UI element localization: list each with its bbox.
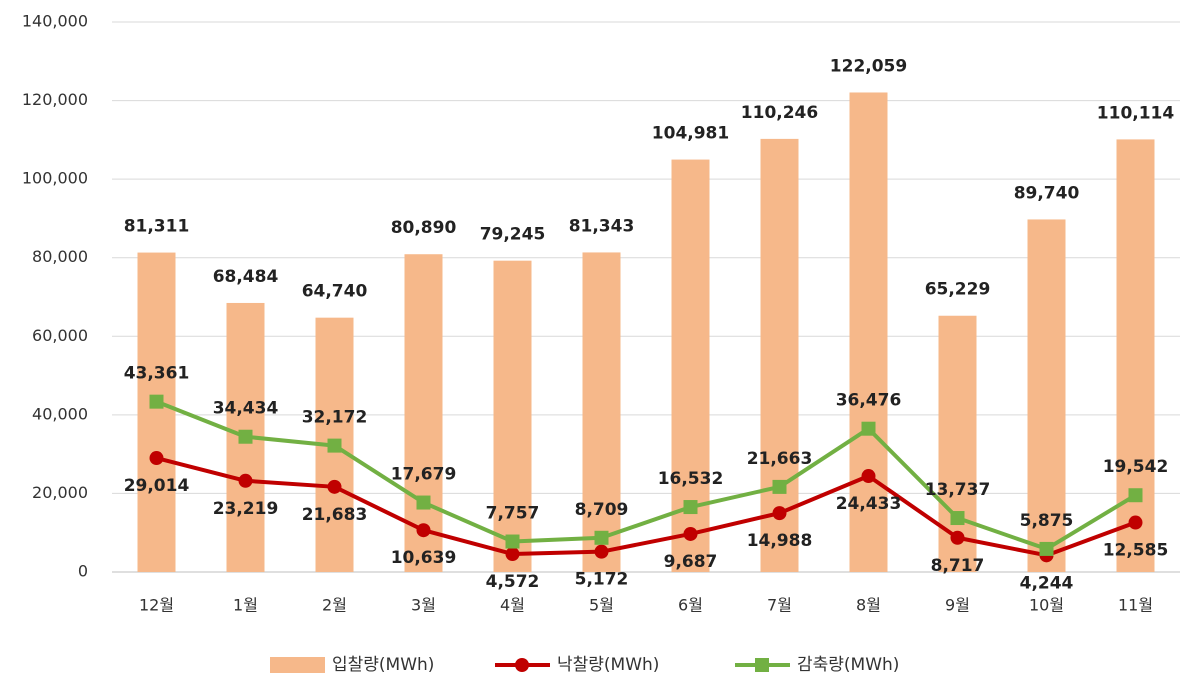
line: [156, 456, 1137, 558]
line: [155, 399, 1137, 551]
x-tick-label: 7월: [767, 596, 792, 615]
data-label: 68,484: [213, 267, 279, 287]
marker: [327, 438, 342, 453]
marker: [505, 547, 520, 562]
data-label: 43,361: [124, 364, 190, 384]
data-label: 16,532: [658, 469, 724, 489]
x-tick-label: 6월: [678, 596, 703, 615]
data-label: 80,890: [391, 218, 457, 238]
data-label: 9,687: [664, 552, 718, 572]
data-label: 32,172: [302, 408, 368, 428]
data-label: 81,343: [569, 216, 635, 236]
marker: [327, 479, 342, 494]
data-label: 7,757: [486, 504, 540, 524]
data-label: 17,679: [391, 465, 457, 485]
marker: [772, 479, 787, 494]
x-tick-label: 4월: [500, 596, 525, 615]
y-tick-label: 140,000: [22, 12, 88, 31]
data-label: 104,981: [652, 124, 729, 144]
marker: [238, 473, 253, 488]
bar: [582, 252, 621, 572]
marker: [594, 544, 609, 559]
x-tick-label: 3월: [411, 596, 436, 615]
marker: [772, 506, 787, 521]
data-label: 5,875: [1020, 511, 1074, 531]
marker: [149, 394, 164, 409]
x-tick-label: 2월: [322, 596, 347, 615]
bar: [760, 138, 799, 572]
marker: [416, 523, 431, 538]
y-tick-label: 60,000: [32, 326, 88, 345]
data-label: 29,014: [124, 476, 190, 496]
data-label: 81,311: [124, 217, 190, 237]
data-label: 21,683: [302, 505, 368, 525]
data-label: 10,639: [391, 548, 457, 568]
y-tick-label: 120,000: [22, 90, 88, 109]
marker: [594, 530, 609, 545]
data-label: 4,572: [486, 572, 540, 592]
data-label: 23,219: [213, 499, 279, 519]
data-label: 34,434: [213, 399, 279, 419]
data-label: 24,433: [836, 494, 902, 514]
marker: [238, 429, 253, 444]
marker: [149, 451, 164, 466]
bar: [404, 254, 443, 573]
marker: [505, 534, 520, 549]
y-tick-label: 40,000: [32, 404, 88, 423]
legend-label: 입찰량(MWh): [332, 655, 434, 675]
marker: [683, 526, 698, 541]
x-tick-label: 11월: [1118, 596, 1153, 615]
y-tick-label: 0: [78, 562, 88, 581]
data-label: 110,246: [741, 103, 818, 123]
y-tick-label: 80,000: [32, 247, 88, 266]
x-tick-label: 1월: [233, 596, 258, 615]
y-tick-label: 100,000: [22, 169, 88, 188]
data-label: 122,059: [830, 56, 907, 76]
data-label: 89,740: [1014, 183, 1080, 203]
data-label: 36,476: [836, 391, 902, 411]
legend-marker: [515, 658, 529, 672]
marker: [1128, 488, 1143, 503]
legend-marker: [755, 658, 769, 672]
data-label: 4,244: [1020, 573, 1074, 593]
x-tick-label: 5월: [589, 596, 614, 615]
bar: [493, 260, 532, 572]
data-label: 21,663: [747, 449, 813, 469]
legend-label: 감축량(MWh): [797, 655, 899, 675]
data-label: 14,988: [747, 531, 813, 551]
bar: [849, 92, 888, 573]
bar: [1116, 139, 1155, 572]
marker: [950, 530, 965, 545]
marker: [950, 511, 965, 526]
data-label: 13,737: [925, 480, 991, 500]
x-tick-label: 9월: [945, 596, 970, 615]
data-label: 110,114: [1097, 103, 1175, 123]
x-tick-label: 12월: [139, 596, 174, 615]
data-label: 12,585: [1103, 541, 1169, 561]
data-label: 8,709: [575, 500, 629, 520]
data-label: 19,542: [1103, 457, 1169, 477]
marker: [861, 421, 876, 436]
marker: [861, 469, 876, 484]
data-label: 65,229: [925, 280, 991, 300]
marker: [1039, 541, 1054, 556]
x-tick-label: 10월: [1029, 596, 1064, 615]
marker: [416, 495, 431, 510]
bar: [1027, 219, 1066, 572]
bar: [137, 252, 176, 572]
marker: [1128, 515, 1143, 530]
marker: [683, 500, 698, 515]
y-tick-label: 20,000: [32, 483, 88, 502]
data-label: 79,245: [480, 225, 546, 245]
x-tick-label: 8월: [856, 596, 881, 615]
legend-label: 낙찰량(MWh): [557, 655, 659, 675]
legend-swatch: [270, 657, 325, 673]
data-label: 5,172: [575, 570, 629, 590]
data-label: 8,717: [931, 556, 985, 576]
data-label: 64,740: [302, 282, 368, 302]
